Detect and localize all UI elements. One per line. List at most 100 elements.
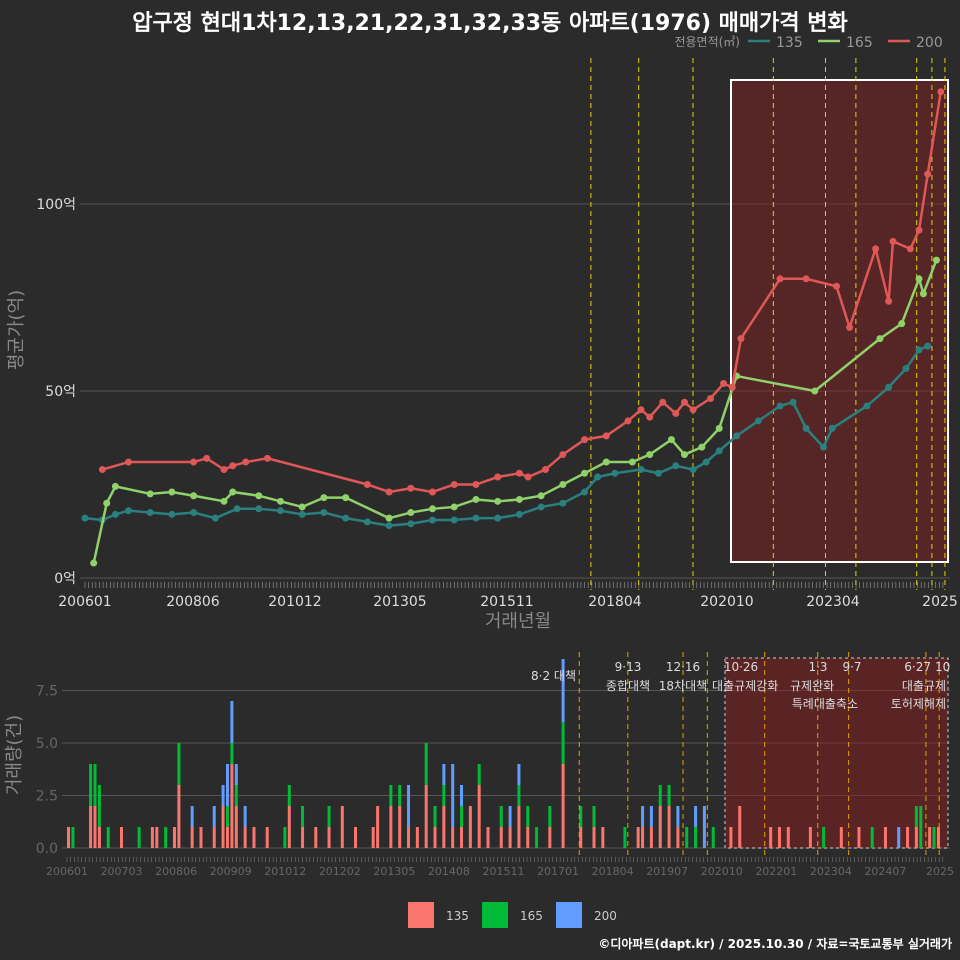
legend-label: 165 [846,35,873,51]
x-tick-label: 201012 [264,865,306,878]
bar-165 [71,827,75,848]
bar-135 [407,827,411,848]
data-point-165 [646,451,654,459]
bar-200 [234,764,238,785]
data-point-135 [672,462,680,470]
bar-165 [499,806,503,827]
data-point-200 [737,335,745,343]
data-point-200 [602,432,610,440]
bar-135 [517,806,521,848]
data-point-200 [689,406,697,414]
bar-165 [230,743,234,764]
data-point-200 [98,466,106,474]
bar-165 [460,806,464,827]
bar-135 [592,827,596,848]
data-point-165 [276,497,284,505]
bar-135 [376,806,380,848]
x-tick-label: 202010 [701,865,743,878]
bar-135 [97,827,101,848]
data-point-200 [720,380,728,388]
bar-135 [561,764,565,848]
bar-135 [314,827,318,848]
data-point-165 [190,492,198,500]
data-point-200 [776,275,784,283]
data-point-165 [581,469,589,477]
bar-135 [508,827,512,848]
bar-135 [601,827,605,848]
data-point-165 [255,492,263,500]
data-point-165 [932,256,940,264]
y-tick-label: 0.0 [36,841,58,857]
data-point-135 [611,469,619,477]
bar-135 [221,806,225,848]
bar-135 [398,806,402,848]
data-point-165 [515,495,523,503]
bar-200 [694,806,698,827]
y-tick-label: 0억 [54,571,76,587]
bar-165 [283,827,287,848]
bar-200 [243,806,247,827]
data-point-200 [637,406,645,414]
bar-135 [914,827,918,848]
bar-165 [535,827,539,848]
data-point-135 [789,398,797,406]
bar-135 [729,827,733,848]
bar-135 [468,806,472,848]
data-point-135 [168,510,176,518]
footer-credit: ©디아파트(dapt.kr) / 2025.10.30 / 자료=국토교통부 실… [598,936,952,951]
legend-swatch-135 [408,902,434,928]
bar-165 [526,806,530,827]
bar-135 [477,785,481,848]
bar-200 [221,785,225,806]
data-point-135 [689,466,697,474]
bar-200 [676,806,680,827]
event-label: 토허제해제 [891,697,946,711]
bar-165 [667,785,671,806]
data-point-135 [494,514,502,522]
bar-135 [177,785,181,848]
chart-title: 압구정 현대1차12,13,21,22,31,32,33동 아파트(1976) … [132,11,848,36]
bar-135 [150,827,154,848]
bar-165 [685,827,689,848]
bar-165 [89,764,93,806]
data-point-200 [672,409,680,417]
bar-135 [155,827,159,848]
data-point-135 [915,346,923,354]
event-date: 8·2 대책 [531,668,576,683]
event-label: 대출규제강화 [712,679,778,693]
x-tick-label: 201202 [319,865,361,878]
data-point-200 [889,237,897,245]
data-point-165 [919,290,927,298]
y-tick-label: 50억 [45,384,76,400]
bar-165 [919,806,923,848]
bar-165 [177,743,181,785]
x-tick-label: 201701 [537,865,579,878]
bar-200 [190,806,194,827]
x-tick-label: 2025 [922,594,958,610]
data-point-135 [124,507,132,515]
bar-165 [287,785,291,806]
data-point-165 [229,488,237,496]
data-point-135 [733,432,741,440]
data-point-165 [472,495,480,503]
legend-label: 200 [594,909,617,923]
data-point-200 [924,170,932,178]
bar-200 [517,764,521,785]
legend-swatch-165 [482,902,508,928]
x-tick-label: 200806 [166,594,220,610]
x-tick-label: 202407 [864,865,906,878]
data-point-165 [537,492,545,500]
data-point-200 [472,481,480,488]
data-point-200 [494,473,502,481]
bar-135 [667,806,671,848]
event-date: 9·7 [842,660,861,674]
data-point-135 [776,402,784,410]
bar-200 [561,659,565,722]
bar-135 [808,827,812,848]
data-point-135 [819,443,827,451]
bar-165 [914,806,918,827]
x-tick-label: 201012 [268,594,321,610]
event-date: 1·3 [808,660,827,674]
data-point-165 [628,458,636,466]
